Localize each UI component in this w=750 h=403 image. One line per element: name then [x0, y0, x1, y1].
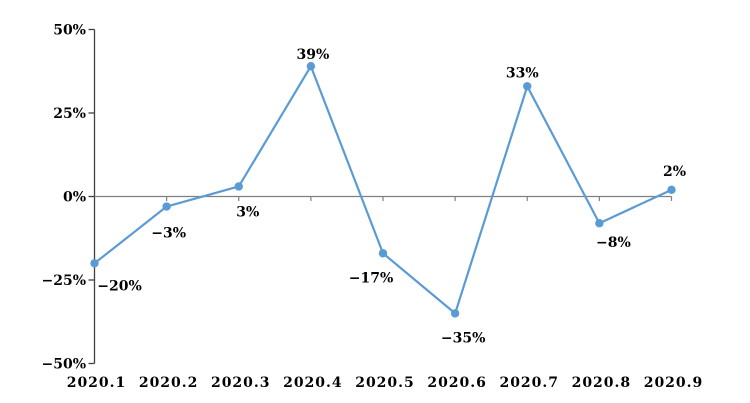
data-point-marker: [595, 219, 604, 228]
y-tick-label: 25%: [53, 106, 86, 122]
y-tick-label: −50%: [41, 357, 86, 373]
data-point-label: −17%: [349, 270, 394, 286]
x-tick-label: 2020.3: [211, 375, 271, 391]
data-point-marker: [523, 82, 532, 91]
x-tick-label: 2020.8: [572, 375, 632, 391]
data-point-marker: [450, 309, 460, 318]
x-tick-label: 2020.1: [67, 375, 127, 391]
x-tick-label: 2020.2: [139, 375, 199, 391]
y-tick-label: −25%: [41, 273, 86, 289]
x-tick-label: 2020.9: [644, 375, 704, 391]
y-tick-label: 0%: [63, 190, 86, 206]
data-point-label: −8%: [596, 235, 631, 251]
data-point-label: −20%: [97, 278, 142, 294]
data-point-label: 2%: [663, 164, 686, 180]
data-point-label: 33%: [506, 65, 539, 81]
data-point-label: −35%: [441, 330, 486, 346]
data-point-label: −3%: [151, 226, 186, 242]
data-point-label: 3%: [236, 204, 259, 220]
x-tick-label: 2020.4: [283, 375, 343, 391]
data-point-marker: [90, 259, 99, 268]
x-tick-label: 2020.6: [427, 375, 487, 391]
x-tick-label: 2020.7: [499, 375, 559, 391]
data-point-marker: [378, 249, 388, 258]
data-point-marker: [162, 202, 171, 211]
data-point-label: 39%: [296, 47, 329, 63]
x-tick-label: 2020.5: [355, 375, 415, 391]
data-point-marker: [667, 185, 676, 195]
data-point-marker: [234, 182, 243, 191]
y-tick-label: 50%: [53, 23, 86, 39]
data-point-marker: [306, 62, 316, 71]
